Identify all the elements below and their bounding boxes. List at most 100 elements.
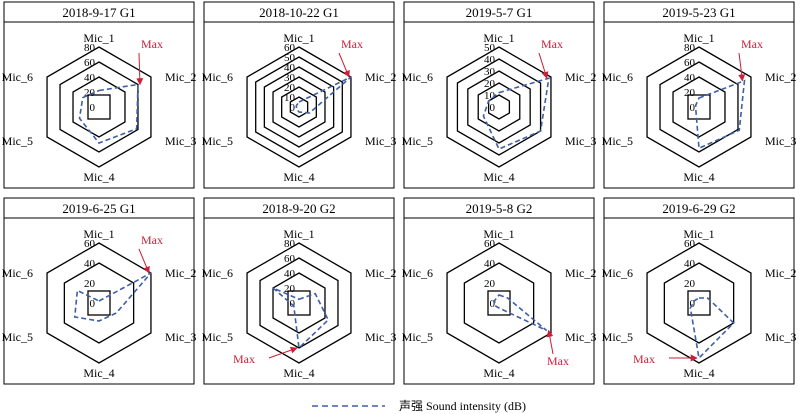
axis-label: Mic_3 xyxy=(165,330,196,344)
grid-ring xyxy=(646,242,752,364)
grid-ring xyxy=(46,46,152,168)
axis-label: Mic_3 xyxy=(365,330,396,344)
tick-label: 0 xyxy=(490,102,496,114)
panel-frame xyxy=(403,1,595,189)
axis-label: Mic_6 xyxy=(602,70,633,84)
axis-label: Mic_3 xyxy=(765,330,796,344)
axis-label: Mic_4 xyxy=(83,366,114,380)
grid-ring-inner xyxy=(687,94,711,120)
radar-panel: 2018-9-20 G2020406080Mic_1Mic_2Mic_3Mic_… xyxy=(202,197,396,385)
grid-ring-inner xyxy=(487,290,511,316)
max-label: Max xyxy=(341,37,363,51)
tick-label: 40 xyxy=(84,72,96,84)
axis-label: Mic_5 xyxy=(202,134,233,148)
tick-label: 20 xyxy=(684,278,696,290)
tick-label: 20 xyxy=(84,278,96,290)
grid-ring xyxy=(446,46,552,168)
tick-label: 60 xyxy=(684,238,696,250)
axis-label: Mic_3 xyxy=(765,134,796,148)
max-arrow xyxy=(268,346,298,359)
grid-ring xyxy=(246,242,352,364)
grid-ring xyxy=(446,242,552,364)
panel-title: 2018-9-20 G2 xyxy=(262,201,335,216)
axis-label: Mic_5 xyxy=(2,330,33,344)
panel-frame xyxy=(603,197,795,385)
axis-label: Mic_2 xyxy=(165,70,196,84)
axis-label: Mic_1 xyxy=(483,31,514,45)
axis-label: Mic_4 xyxy=(683,170,714,184)
grid-ring xyxy=(672,76,726,138)
tick-label: 40 xyxy=(484,258,496,270)
axis-label: Mic_6 xyxy=(2,266,33,280)
axis-label: Mic_6 xyxy=(202,70,233,84)
grid-ring xyxy=(246,46,352,168)
tick-label: 60 xyxy=(84,57,96,69)
tick-label: 30 xyxy=(484,66,496,78)
tick-label: 50 xyxy=(284,52,296,64)
max-label: Max xyxy=(741,37,763,51)
max-arrow xyxy=(136,52,144,86)
axis-label: Mic_5 xyxy=(402,330,433,344)
tick-label: 20 xyxy=(284,283,296,295)
tick-label: 0 xyxy=(90,298,96,310)
grid-ring xyxy=(72,76,126,138)
tick-label: 30 xyxy=(284,72,296,84)
axis-label: Mic_2 xyxy=(365,266,396,280)
panel-title: 2019-5-8 G2 xyxy=(466,201,533,216)
max-arrow xyxy=(546,329,554,355)
axis-label: Mic_2 xyxy=(165,266,196,280)
axis-label: Mic_6 xyxy=(2,70,33,84)
panel-title: 2019-5-7 G1 xyxy=(466,5,533,20)
axis-label: Mic_1 xyxy=(483,227,514,241)
axis-label: Mic_1 xyxy=(283,227,314,241)
tick-label: 10 xyxy=(484,90,496,102)
series-line xyxy=(493,294,548,332)
axis-label: Mic_4 xyxy=(283,170,314,184)
axis-label: Mic_1 xyxy=(283,31,314,45)
axis-label: Mic_5 xyxy=(202,330,233,344)
series-line xyxy=(272,287,330,350)
tick-label: 60 xyxy=(684,57,696,69)
max-label: Max xyxy=(541,37,563,51)
tick-label: 20 xyxy=(484,78,496,90)
grid-ring xyxy=(659,61,739,153)
tick-label: 20 xyxy=(284,82,296,94)
panel-title: 2018-9-17 G1 xyxy=(62,5,135,20)
axis-label: Mic_2 xyxy=(365,70,396,84)
axis-label: Mic_3 xyxy=(565,134,596,148)
axis-label: Mic_1 xyxy=(683,227,714,241)
grid-ring xyxy=(663,262,735,344)
axis-label: Mic_5 xyxy=(2,134,33,148)
tick-label: 0 xyxy=(290,102,296,114)
panel-frame xyxy=(3,1,195,189)
tick-label: 40 xyxy=(484,54,496,66)
grid-ring xyxy=(46,242,152,364)
axis-label: Mic_4 xyxy=(483,366,514,380)
series-line xyxy=(482,77,550,151)
grid-ring xyxy=(59,61,139,153)
grid-ring xyxy=(263,66,335,148)
panel-title: 2018-10-22 G1 xyxy=(259,5,339,20)
max-label: Max xyxy=(633,352,655,366)
max-label: Max xyxy=(141,37,163,51)
grid-ring xyxy=(63,262,135,344)
tick-label: 80 xyxy=(84,42,96,54)
tick-label: 0 xyxy=(90,102,96,114)
tick-label: 40 xyxy=(284,62,296,74)
grid-ring-inner xyxy=(287,290,311,316)
axis-label: Mic_2 xyxy=(765,266,796,280)
tick-label: 60 xyxy=(484,238,496,250)
max-arrow xyxy=(538,52,549,79)
panel-title: 2019-6-29 G2 xyxy=(662,201,735,216)
axis-label: Mic_5 xyxy=(402,134,433,148)
max-label: Max xyxy=(547,354,569,368)
tick-label: 10 xyxy=(284,92,296,104)
grid-ring xyxy=(255,56,343,158)
axis-label: Mic_2 xyxy=(565,70,596,84)
